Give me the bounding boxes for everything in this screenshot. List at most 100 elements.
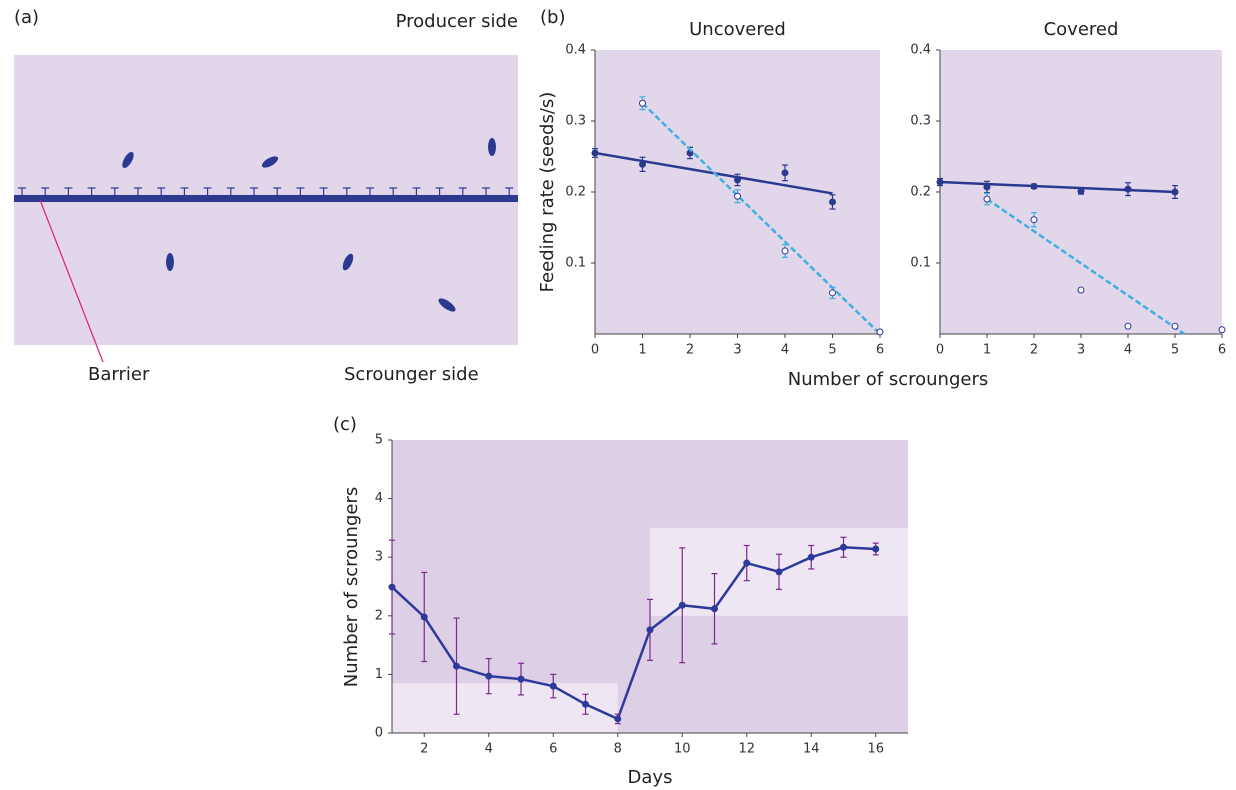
marker [1030,182,1038,190]
x-tick-label: 1 [638,343,646,358]
x-tick-label: 1 [983,343,991,358]
marker [614,715,622,723]
y-axis-label: Feeding rate (seeds/s) [537,92,558,293]
series-line [391,545,876,721]
barrier-pegs [18,187,514,195]
marker [876,328,884,336]
marker [781,247,789,255]
band [392,683,618,733]
x-axis-label: Days [628,767,673,788]
marker [678,601,686,609]
barrier-line [14,195,518,202]
x-tick-label: 4 [1124,343,1132,358]
marker [646,626,654,634]
y-tick-label: 0.1 [910,256,931,271]
fish-icon [488,138,496,156]
marker [807,553,815,561]
marker [829,289,836,297]
marker [734,176,741,184]
marker [1171,188,1179,196]
x-tick-label: 8 [614,742,622,757]
chart-title: Uncovered [689,19,786,40]
x-tick-label: 5 [828,343,836,358]
y-axis-label: Number of scroungers [341,487,362,688]
marker [711,605,718,613]
marker [420,613,428,621]
producer-label: Producer side [396,11,518,32]
chart-title: Covered [1044,19,1119,40]
marker [775,568,783,576]
marker [582,700,589,708]
marker [1124,322,1132,330]
marker [734,192,741,200]
x-tick-label: 10 [674,742,691,757]
fish [122,138,496,312]
x-axis-label: Number of scroungers [788,369,989,390]
y-tick-label: 0.1 [565,256,586,271]
marker [829,198,836,206]
marker [936,178,944,186]
x-tick-label: 0 [936,343,944,358]
y-tick-label: 1 [375,667,383,682]
marker [872,545,880,553]
x-tick-label: 3 [733,343,741,358]
y-tick-label: 2 [375,608,383,623]
fish-icon [166,253,174,271]
panel-label: (b) [540,7,565,28]
x-tick-label: 6 [549,742,557,757]
marker [549,682,557,690]
y-tick-label: 5 [375,433,383,448]
x-tick-label: 6 [876,343,884,358]
marker [781,169,789,177]
marker [591,149,599,157]
panel-label: (a) [14,7,39,28]
marker [1077,286,1085,294]
fit-line [986,198,1186,336]
barrier-label: Barrier [88,364,150,385]
marker [1077,187,1085,195]
marker [1124,185,1132,193]
x-tick-label: 4 [781,343,789,358]
marker [1030,216,1038,224]
y-tick-label: 0.2 [910,185,931,200]
y-tick-label: 3 [375,550,383,565]
panel-a: (a) Producer side Barrier Scrounger side [14,7,518,385]
x-tick-label: 6 [1218,343,1226,358]
y-tick-label: 0.3 [565,114,586,129]
x-tick-label: 3 [1077,343,1085,358]
x-tick-label: 0 [591,343,599,358]
y-tick-label: 0.4 [565,43,586,58]
barrier-pointer [39,199,104,363]
x-tick-label: 2 [420,742,428,757]
marker [983,195,991,203]
y-tick-label: 4 [375,491,383,506]
fish-icon [122,151,134,169]
fit-line [641,102,881,335]
marker [983,183,991,191]
y-tick-label: 0.4 [910,43,931,58]
fit-line [939,180,1176,194]
marker [517,675,525,683]
marker [1218,326,1226,334]
marker [639,99,646,107]
x-tick-label: 16 [867,742,884,757]
x-tick-label: 14 [803,742,820,757]
x-tick-label: 2 [686,343,694,358]
marker [840,543,847,551]
scrounger-label: Scrounger side [344,364,479,385]
marker [453,662,460,670]
y-tick-label: 0 [375,726,383,741]
y-tick-label: 0.2 [565,185,586,200]
fish-icon [261,156,279,168]
marker [743,559,751,567]
x-tick-label: 12 [738,742,755,757]
marker [485,672,493,680]
x-tick-label: 5 [1171,343,1179,358]
fish-icon [438,298,456,312]
marker [1171,322,1179,330]
marker [639,160,646,168]
marker [388,583,396,591]
y-tick-label: 0.3 [910,114,931,129]
fish-icon [342,253,354,271]
